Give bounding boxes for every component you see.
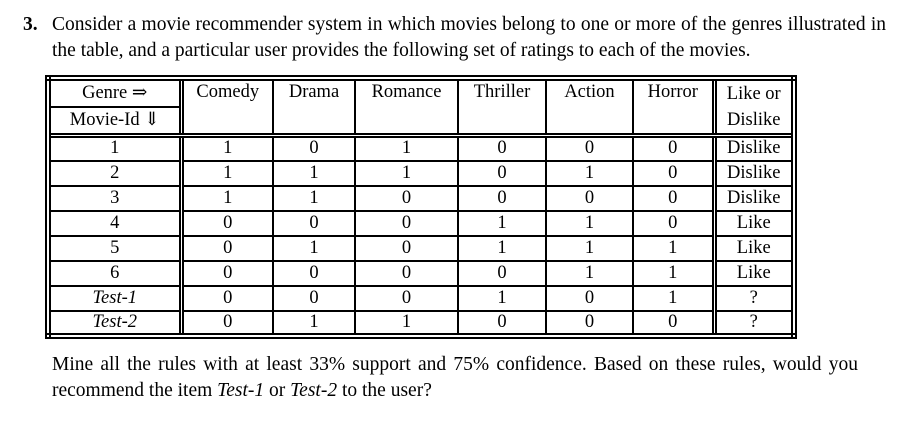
like-dislike-cell: ? <box>711 309 795 337</box>
rating-value-cell: 0 <box>180 234 274 262</box>
problem-number: 3. <box>23 14 38 35</box>
question-test2-label: Test-2 <box>290 379 338 401</box>
like-dislike-cell: Like <box>711 259 795 287</box>
rating-value-cell: 0 <box>272 284 356 312</box>
rating-value-cell: 0 <box>545 309 634 337</box>
rating-value-cell: 0 <box>545 184 634 212</box>
corner-genre-label: Genre ⇒ <box>47 77 184 108</box>
table-row-test-1: Test-1 0 0 0 1 0 1 ? <box>47 284 795 312</box>
rating-value-cell: 0 <box>272 134 356 162</box>
movie-id-cell: 5 <box>47 234 184 262</box>
rating-value-cell: 0 <box>180 209 274 237</box>
like-dislike-cell: Dislike <box>711 159 795 187</box>
column-header-thriller: Thriller <box>457 77 547 138</box>
movie-id-cell: 4 <box>47 209 184 237</box>
table-row-test-2: Test-2 0 1 1 0 0 0 ? <box>47 309 795 337</box>
like-header-line1: Like or <box>726 84 781 104</box>
table-row-movie-1: 1 1 0 1 0 0 0 Dislike <box>47 134 795 162</box>
rating-value-cell: 0 <box>354 209 459 237</box>
rating-value-cell: 1 <box>632 234 715 262</box>
rating-value-cell: 1 <box>272 234 356 262</box>
rating-value-cell: 1 <box>272 159 356 187</box>
rating-value-cell: 1 <box>545 234 634 262</box>
movie-id-cell: 2 <box>47 159 184 187</box>
rating-value-cell: 1 <box>354 134 459 162</box>
rating-value-cell: 0 <box>180 309 274 337</box>
movie-id-cell: 1 <box>47 134 184 162</box>
rating-value-cell: 0 <box>457 259 547 287</box>
column-header-action: Action <box>545 77 634 138</box>
problem-intro-text: Consider a movie recommender system in w… <box>52 14 886 61</box>
rating-value-cell: 1 <box>457 284 547 312</box>
rating-value-cell: 0 <box>457 184 547 212</box>
table-row-movie-5: 5 0 1 0 1 1 1 Like <box>47 234 795 262</box>
rating-value-cell: 1 <box>545 159 634 187</box>
question-part2: or <box>264 379 291 401</box>
question-part3: to the user? <box>337 379 432 401</box>
rating-value-cell: 0 <box>272 259 356 287</box>
problem-statement: 3. Consider a movie recommender system i… <box>0 0 910 64</box>
table-row-movie-4: 4 0 0 0 1 1 0 Like <box>47 209 795 237</box>
rating-value-cell: 0 <box>457 309 547 337</box>
rating-value-cell: 0 <box>354 259 459 287</box>
rating-value-cell: 1 <box>272 184 356 212</box>
table-header: Genre ⇒ Comedy Drama Romance Thriller Ac… <box>47 77 795 138</box>
rating-value-cell: 0 <box>545 134 634 162</box>
rating-value-cell: 0 <box>354 234 459 262</box>
rating-value-cell: 1 <box>457 234 547 262</box>
rating-value-cell: 1 <box>545 259 634 287</box>
column-header-drama: Drama <box>272 77 356 138</box>
rating-value-cell: 1 <box>545 209 634 237</box>
rating-value-cell: 0 <box>272 209 356 237</box>
like-dislike-cell: Dislike <box>711 134 795 162</box>
like-dislike-cell: Like <box>711 234 795 262</box>
rating-value-cell: 1 <box>354 159 459 187</box>
rating-value-cell: 0 <box>632 159 715 187</box>
question-text: Mine all the rules with at least 33% sup… <box>52 352 858 404</box>
rating-value-cell: 0 <box>457 134 547 162</box>
rating-value-cell: 0 <box>180 284 274 312</box>
rating-value-cell: 1 <box>180 134 274 162</box>
table-row-movie-2: 2 1 1 1 0 1 0 Dislike <box>47 159 795 187</box>
table-body: 1 1 0 1 0 0 0 Dislike 2 1 1 1 0 1 0 Disl… <box>47 134 795 337</box>
rating-value-cell: 1 <box>354 309 459 337</box>
like-dislike-cell: Dislike <box>711 184 795 212</box>
rating-value-cell: 0 <box>457 159 547 187</box>
column-header-like-or-dislike: Like or Dislike <box>711 77 795 138</box>
rating-value-cell: 0 <box>632 309 715 337</box>
rating-value-cell: 1 <box>272 309 356 337</box>
question-test1-label: Test-1 <box>217 379 265 401</box>
rating-value-cell: 0 <box>354 284 459 312</box>
rating-value-cell: 0 <box>632 184 715 212</box>
like-dislike-cell: ? <box>711 284 795 312</box>
table-row-movie-6: 6 0 0 0 0 1 1 Like <box>47 259 795 287</box>
rating-value-cell: 1 <box>180 184 274 212</box>
rating-value-cell: 0 <box>354 184 459 212</box>
rating-value-cell: 0 <box>545 284 634 312</box>
movie-id-cell: Test-1 <box>47 284 184 312</box>
movie-id-cell: Test-2 <box>47 309 184 337</box>
column-header-comedy: Comedy <box>180 77 274 138</box>
rating-value-cell: 1 <box>632 284 715 312</box>
rating-value-cell: 1 <box>457 209 547 237</box>
table-row-movie-3: 3 1 1 0 0 0 0 Dislike <box>47 184 795 212</box>
like-header-line2: Dislike <box>727 110 781 130</box>
column-header-romance: Romance <box>354 77 459 138</box>
movie-id-cell: 6 <box>47 259 184 287</box>
rating-value-cell: 0 <box>180 259 274 287</box>
header-row-genre: Genre ⇒ Comedy Drama Romance Thriller Ac… <box>47 77 795 138</box>
question-part1: Mine all the rules with at least 33% sup… <box>52 353 858 401</box>
rating-value-cell: 1 <box>180 159 274 187</box>
like-dislike-cell: Like <box>711 209 795 237</box>
rating-value-cell: 1 <box>632 259 715 287</box>
movie-id-cell: 3 <box>47 184 184 212</box>
corner-movie-id-label: Movie-Id ⇓ <box>47 105 184 138</box>
rating-value-cell: 0 <box>632 134 715 162</box>
movie-ratings-table: Genre ⇒ Comedy Drama Romance Thriller Ac… <box>45 75 797 339</box>
header-row-movie-id: Movie-Id ⇓ <box>47 105 794 138</box>
rating-value-cell: 0 <box>632 209 715 237</box>
column-header-horror: Horror <box>632 77 715 138</box>
